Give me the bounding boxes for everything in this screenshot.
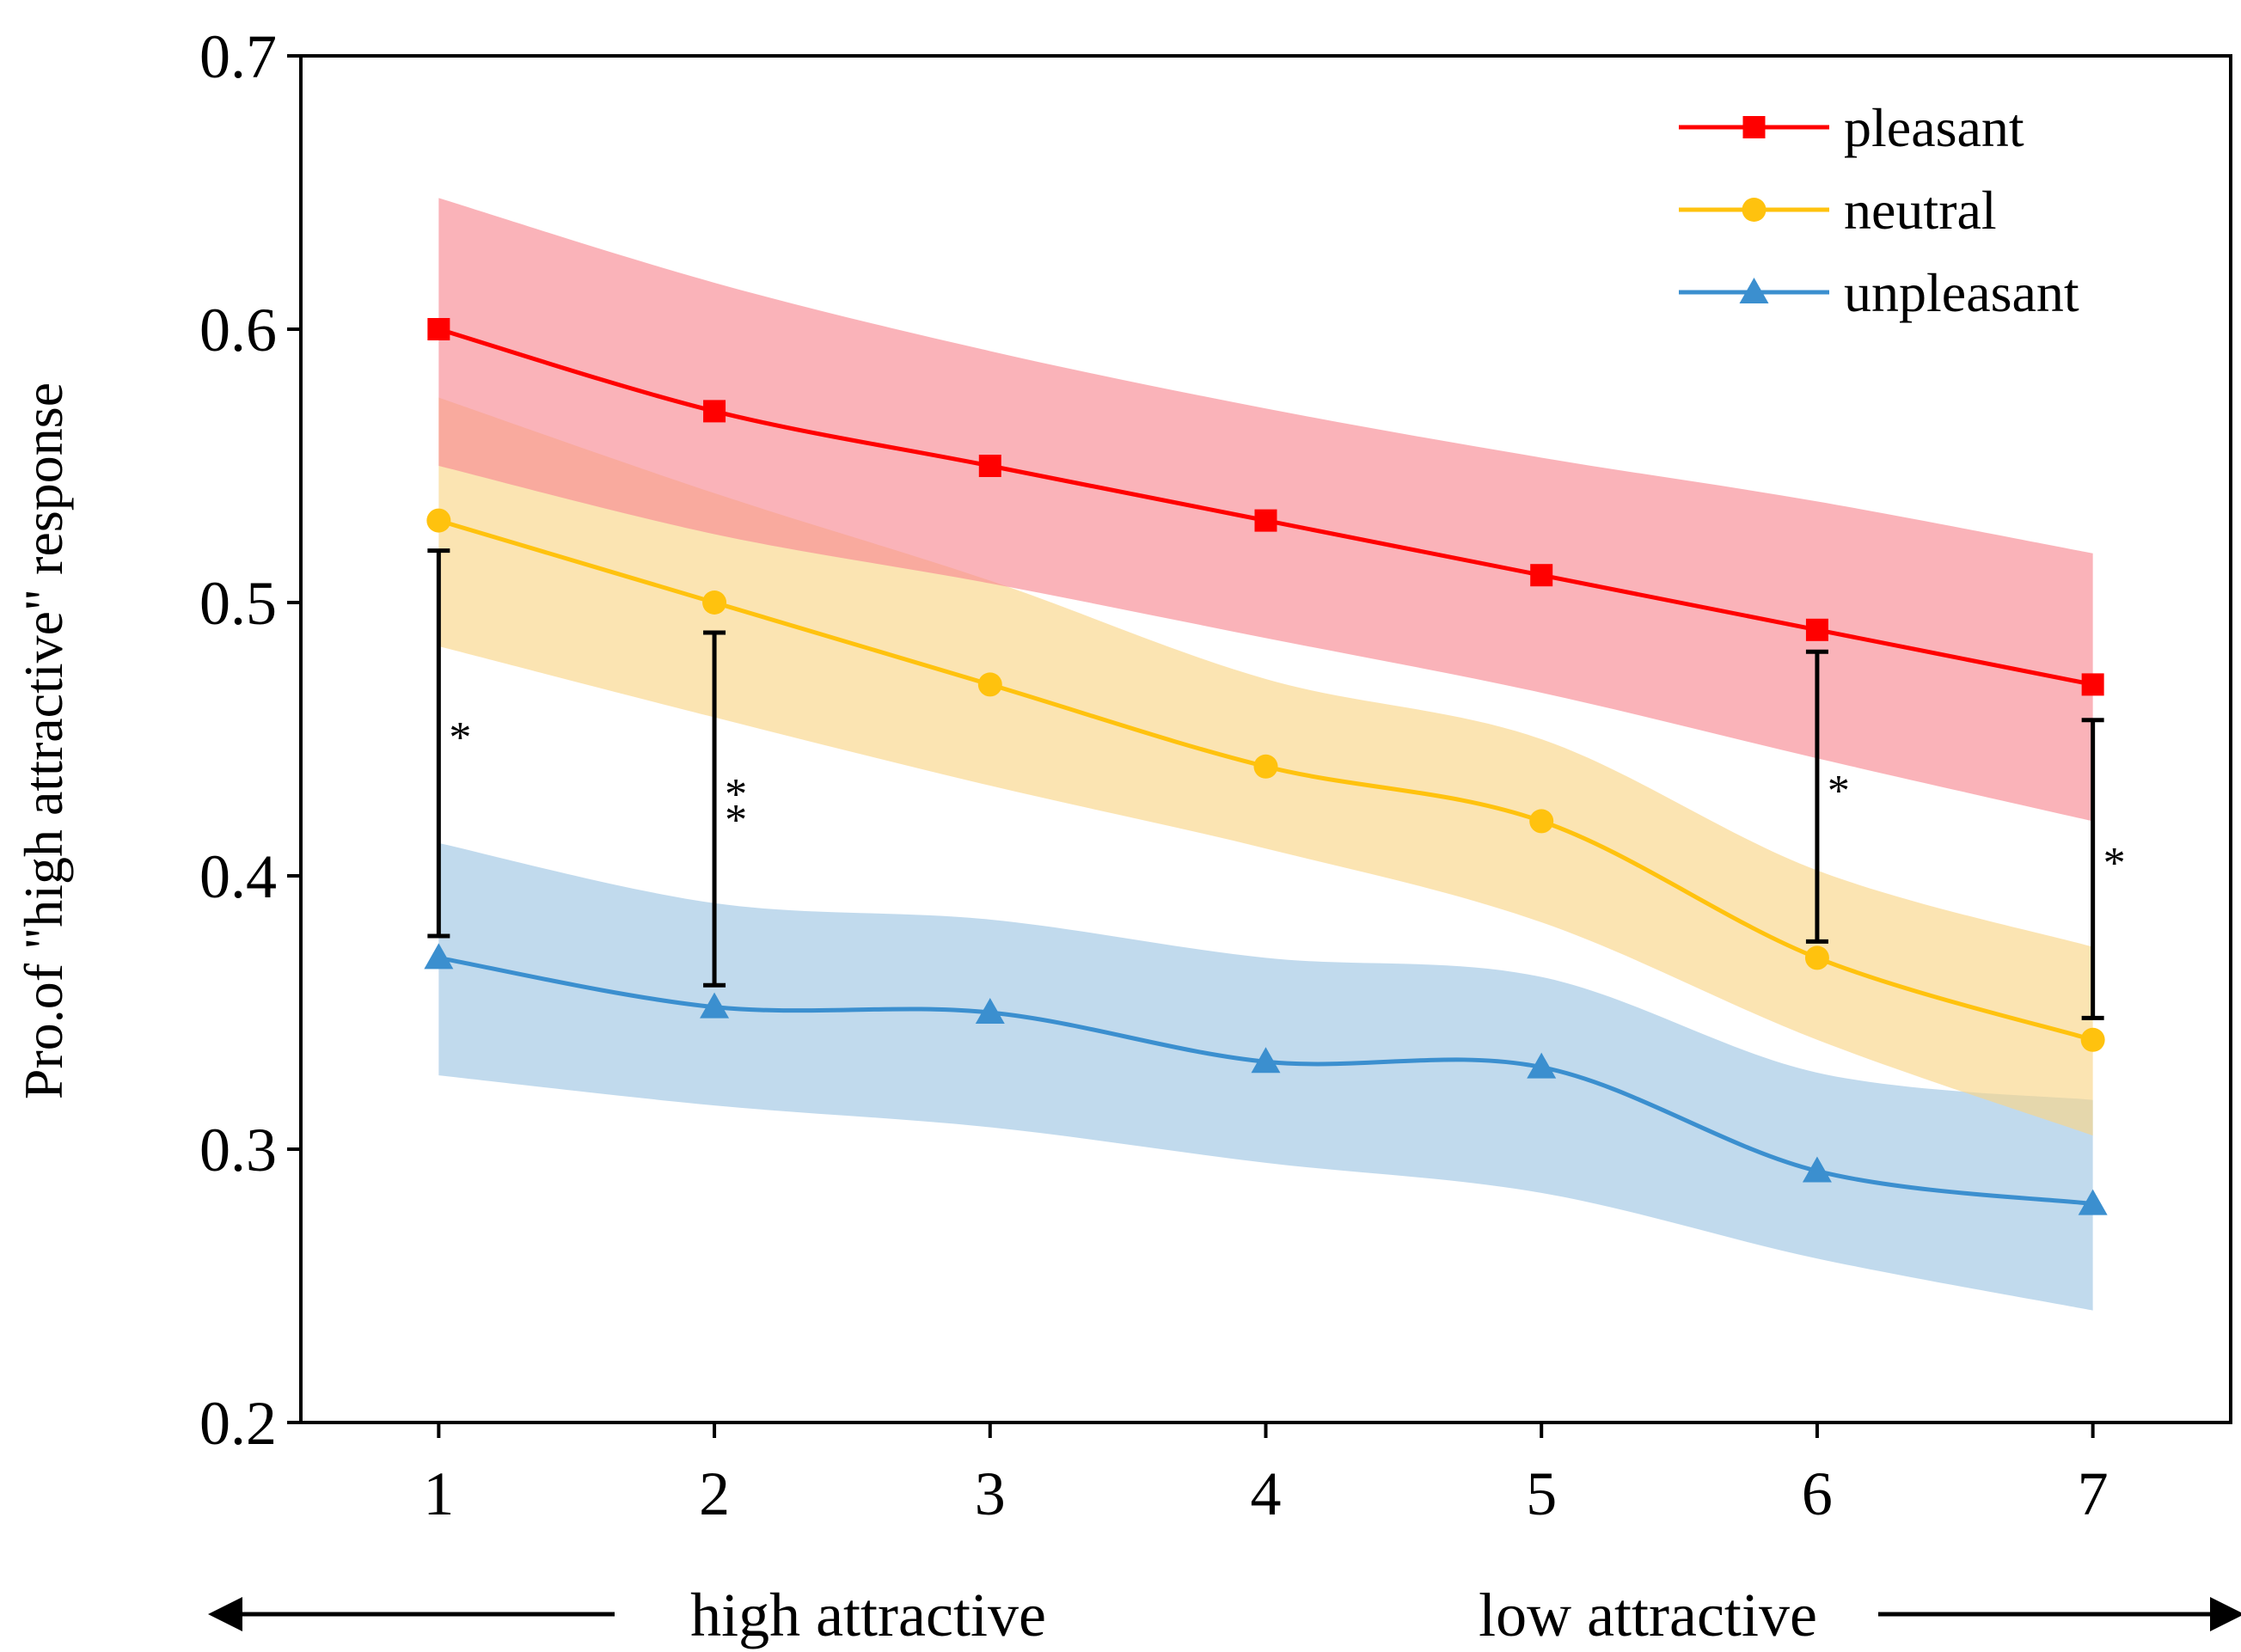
x-axis-ticks: 1 2 3 4 5 6 7	[423, 1423, 2109, 1528]
point-unpleasant-5	[1527, 1052, 1557, 1079]
band-unpleasant	[438, 842, 2093, 1311]
x-tick-label-5: 5	[1526, 1459, 1557, 1528]
point-neutral-2	[702, 590, 727, 615]
point-neutral-3	[977, 672, 1002, 697]
legend-marker-unpleasant	[1739, 278, 1769, 303]
point-neutral-4	[1253, 754, 1278, 779]
significance-brackets: ** ***	[427, 548, 2126, 1020]
x-tick-label-1: 1	[423, 1459, 454, 1528]
point-pleasant-4	[1254, 509, 1277, 532]
direction-indicator: high attractive low attractive	[208, 1581, 2241, 1649]
legend-label-pleasant: pleasant	[1844, 97, 2024, 158]
x-tick-label-4: 4	[1251, 1459, 1282, 1528]
point-pleasant-3	[978, 455, 1001, 477]
point-unpleasant-3	[975, 998, 1005, 1024]
y-axis-label: Pro.of "high attractive" response	[13, 382, 74, 1099]
bracket-1-label: *	[449, 713, 471, 762]
point-pleasant-6	[1805, 618, 1828, 641]
point-neutral-7	[2080, 1027, 2105, 1052]
y-tick-label-0.3: 0.3	[199, 1116, 277, 1184]
x-tick-label-7: 7	[2078, 1459, 2109, 1528]
point-pleasant-5	[1530, 564, 1553, 587]
point-unpleasant-7	[2078, 1189, 2108, 1215]
x-tick-label-3: 3	[975, 1459, 1006, 1528]
legend-marker-pleasant	[1742, 116, 1766, 138]
y-tick-label-0.7: 0.7	[199, 22, 277, 91]
low-attractive-label: low attractive	[1479, 1581, 1817, 1649]
legend-marker-neutral	[1742, 198, 1766, 222]
point-pleasant-2	[703, 400, 726, 423]
data-markers	[424, 318, 2108, 1215]
point-neutral-1	[426, 508, 451, 533]
point-pleasant-7	[2081, 673, 2104, 696]
high-attractive-label: high attractive	[690, 1581, 1046, 1649]
point-unpleasant-2	[700, 992, 730, 1019]
bracket-2-label: * *	[725, 770, 747, 845]
point-neutral-5	[1529, 809, 1554, 834]
x-tick-label-2: 2	[699, 1459, 730, 1528]
point-neutral-6	[1804, 945, 1829, 970]
bracket-7-label: *	[2103, 839, 2126, 888]
point-pleasant-1	[427, 318, 450, 340]
confidence-bands	[438, 198, 2093, 1311]
y-tick-label-0.4: 0.4	[199, 842, 277, 911]
x-tick-label-6: 6	[1802, 1459, 1833, 1528]
legend-label-unpleasant: unpleasant	[1844, 262, 2079, 323]
legend: pleasant neutral unpleasant	[1679, 97, 2079, 323]
point-unpleasant-1	[424, 943, 454, 970]
y-tick-label-0.5: 0.5	[199, 569, 277, 638]
y-tick-label-0.2: 0.2	[199, 1389, 277, 1458]
legend-label-neutral: neutral	[1844, 180, 1997, 241]
y-tick-label-0.6: 0.6	[199, 296, 277, 364]
point-unpleasant-4	[1251, 1047, 1281, 1074]
point-unpleasant-6	[1802, 1156, 1832, 1183]
bracket-6-label: *	[1828, 767, 1850, 816]
y-axis-ticks: 0.2 0.3 0.4 0.5 0.6 0.7	[199, 22, 301, 1458]
